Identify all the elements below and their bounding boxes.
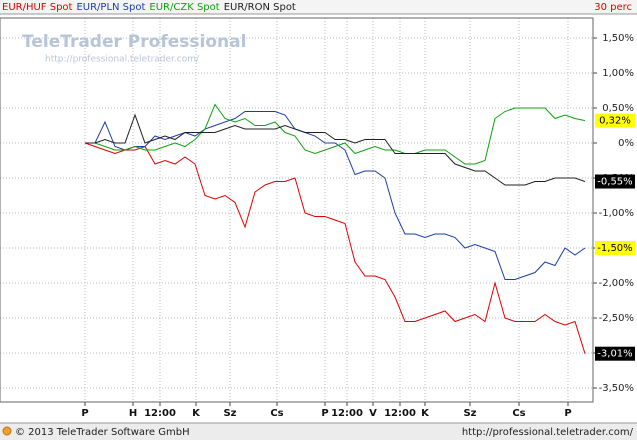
legend-entry: EUR/CZK Spot xyxy=(149,2,219,13)
y-tick-label: -3,50% xyxy=(599,383,634,394)
x-tick-label: Sz xyxy=(223,408,236,419)
x-tick-label: Sz xyxy=(463,408,476,419)
y-tick-label: 0% xyxy=(618,138,634,149)
series-line xyxy=(85,111,586,281)
legend-entry: EUR/HUF Spot xyxy=(2,2,73,13)
end-label-box xyxy=(595,113,635,128)
series-line xyxy=(85,113,586,186)
y-tick-label: -2,00% xyxy=(599,278,634,289)
x-tick-label: Cs xyxy=(512,408,525,419)
watermark-title: TeleTrader Professional xyxy=(22,32,246,52)
y-tick-label: -1,00% xyxy=(599,208,634,219)
end-label: -0,55% xyxy=(597,177,632,188)
footer-url: http://professional.teletrader.com/ xyxy=(462,427,634,438)
x-tick-label: P xyxy=(564,408,571,419)
x-tick-label: H xyxy=(129,408,137,419)
x-tick-label: Cs xyxy=(270,408,283,419)
series-line xyxy=(85,103,586,165)
x-tick-label: P xyxy=(321,408,328,419)
y-tick-label: 0,50% xyxy=(602,103,634,114)
end-label: 0,32% xyxy=(599,116,631,127)
end-label-box xyxy=(595,241,635,256)
x-tick-label: 12:00 xyxy=(144,408,176,419)
end-label: -3,01% xyxy=(597,349,632,360)
x-tick-label: 12:00 xyxy=(384,408,416,419)
series-line xyxy=(84,142,586,354)
end-label-box xyxy=(595,346,635,361)
y-tick-label: 1,00% xyxy=(602,68,634,79)
copyright: © 2013 TeleTrader Software GmbH xyxy=(15,427,190,438)
legend-entry: EUR/RON Spot xyxy=(224,2,296,13)
end-label: -1,50% xyxy=(597,243,632,254)
legend-entry: EUR/PLN Spot xyxy=(76,2,145,13)
footer-bar xyxy=(0,423,637,440)
header-bar xyxy=(0,0,637,14)
x-tick-label: V xyxy=(369,408,377,419)
end-label-box xyxy=(595,174,635,189)
interval: 30 perc xyxy=(594,2,632,13)
x-tick-label: K xyxy=(421,408,430,419)
x-tick-label: 12:00 xyxy=(331,408,363,419)
watermark-url: http://professional.teletrader.com/ xyxy=(45,55,200,65)
y-tick-label: 1,50% xyxy=(602,33,634,44)
plot-frame xyxy=(0,17,594,403)
y-tick-label: -2,50% xyxy=(599,313,634,324)
x-tick-label: K xyxy=(192,408,201,419)
x-tick-label: P xyxy=(81,408,88,419)
logo-dot xyxy=(2,426,12,436)
